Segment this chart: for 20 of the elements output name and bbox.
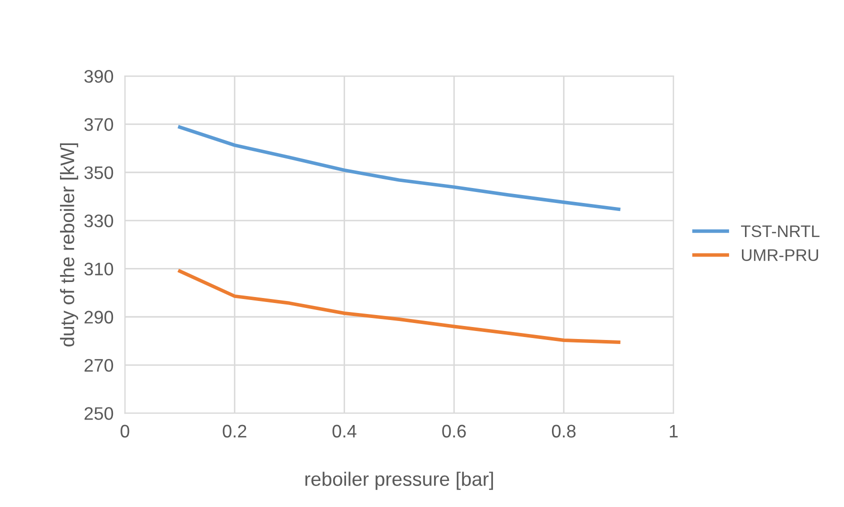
y-tick-label: 250: [84, 407, 114, 420]
y-tick-label: 330: [84, 214, 114, 228]
x-tick-label: 1: [670, 424, 678, 438]
y-tick-label: 290: [84, 310, 114, 324]
y-tick-label: 310: [84, 262, 114, 276]
y-tick-label: 270: [84, 358, 114, 372]
x-tick-label: 0.4: [332, 424, 356, 438]
line-series: [178, 269, 620, 344]
x-axis-title: reboiler pressure [bar]: [305, 472, 493, 490]
legend-label: UMR-PRU: [742, 249, 818, 262]
y-tick-label: 370: [84, 118, 114, 131]
x-tick-label: 0: [120, 424, 130, 438]
x-tick-label: 0.8: [552, 424, 576, 438]
y-tick-label: 390: [84, 70, 114, 83]
legend-label: TST-NRTL: [741, 225, 820, 238]
line-series: [178, 125, 620, 211]
x-tick-label: 0.2: [222, 424, 246, 438]
y-tick-label: 350: [84, 166, 114, 180]
y-axis-title: duty of the reboiler [kW]: [60, 143, 78, 346]
x-tick-label: 0.6: [442, 424, 466, 438]
